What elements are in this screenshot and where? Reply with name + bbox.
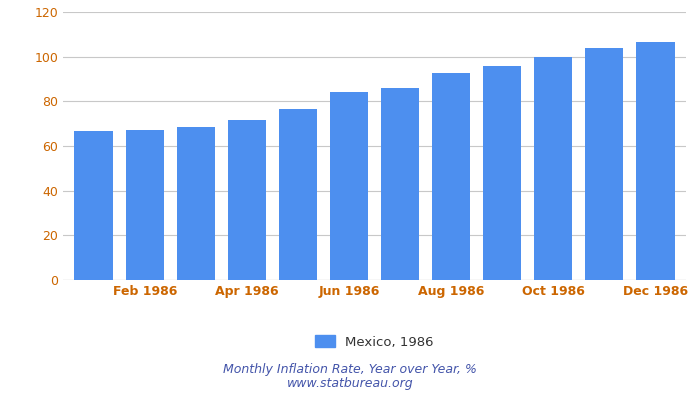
Bar (636, 42, 675, 280)
Bar (228, 120, 266, 280)
Bar (279, 109, 317, 280)
Bar (534, 57, 573, 280)
Bar (381, 88, 419, 280)
Text: www.statbureau.org: www.statbureau.org (287, 378, 413, 390)
Bar (330, 92, 368, 280)
Bar (432, 74, 470, 280)
Bar (176, 127, 215, 280)
Legend: Mexico, 1986: Mexico, 1986 (310, 330, 439, 354)
Bar (74, 132, 113, 280)
Bar (125, 130, 164, 280)
Bar (483, 66, 522, 280)
Text: Monthly Inflation Rate, Year over Year, %: Monthly Inflation Rate, Year over Year, … (223, 364, 477, 376)
Bar (585, 48, 624, 280)
